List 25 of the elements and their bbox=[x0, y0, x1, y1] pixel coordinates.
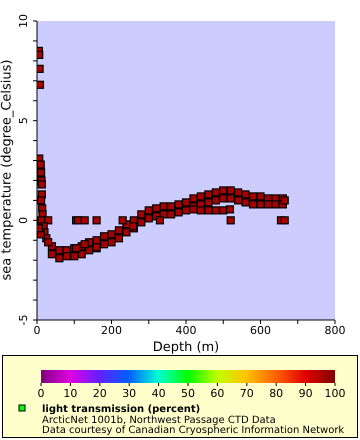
color-bar-label: 0 bbox=[38, 387, 44, 400]
text: ArcticNet 1001b, Northwest Passage CTD Data bbox=[42, 415, 276, 426]
x-tick-label: 400 bbox=[176, 324, 196, 337]
text: Data courtesy of Canadian Cryospheric Information Network bbox=[42, 425, 344, 436]
y-tick-label: 0 bbox=[17, 216, 30, 224]
y-tick-label: -5 bbox=[17, 314, 30, 326]
y-tick-label: 5 bbox=[17, 117, 30, 124]
x-tick-label: 200 bbox=[101, 324, 122, 337]
x-tick-label: 800 bbox=[324, 324, 346, 337]
color-bar-label: 70 bbox=[240, 387, 254, 400]
color-bar-label: 100 bbox=[324, 387, 346, 400]
y-axis-title: sea temperature (degree_Celsius) bbox=[0, 60, 15, 280]
y-tick-label: 10 bbox=[17, 14, 30, 28]
color-bar-label: 80 bbox=[269, 387, 284, 400]
color-bar-label: 60 bbox=[210, 387, 224, 400]
color-bar-label: 50 bbox=[181, 387, 195, 400]
x-tick-label: 600 bbox=[250, 324, 271, 337]
color-bar-label: 30 bbox=[122, 387, 136, 400]
color-bar-label: 40 bbox=[152, 387, 166, 400]
color-bar-label: 20 bbox=[92, 387, 107, 400]
x-axis-title: Depth (m) bbox=[152, 340, 220, 355]
color-bar-title: light transmission (percent) bbox=[42, 404, 200, 415]
x-tick-label: 0 bbox=[34, 324, 40, 337]
color-bar-label: 10 bbox=[63, 387, 78, 400]
color-bar-label: 90 bbox=[298, 387, 313, 400]
